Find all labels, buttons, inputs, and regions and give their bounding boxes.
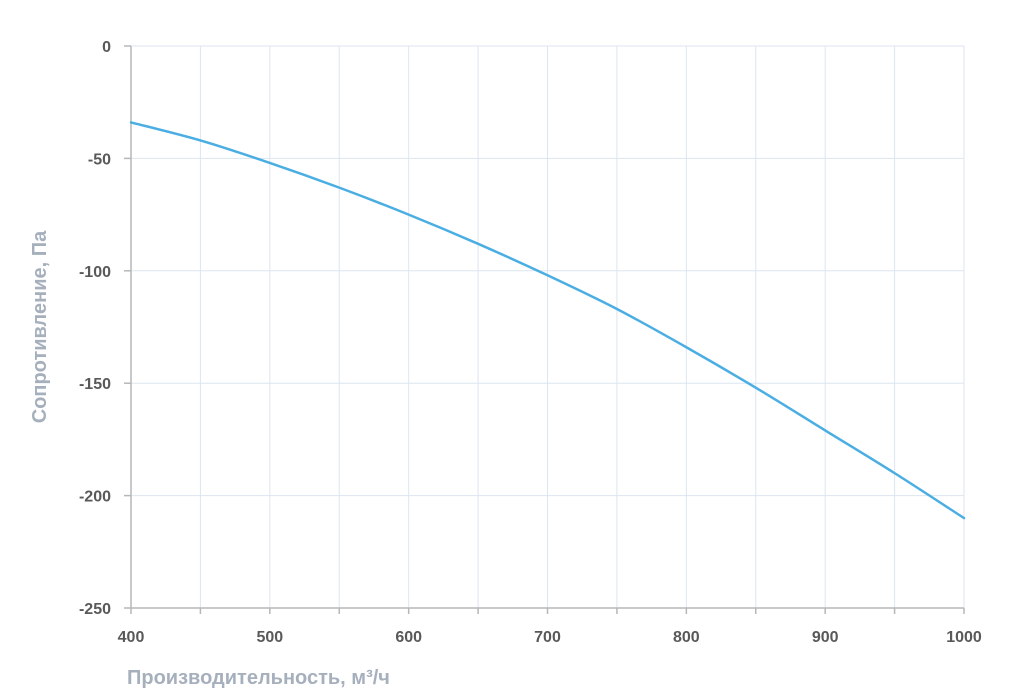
grid [131, 45, 965, 608]
x-tick-label: 500 [256, 629, 283, 646]
y-tick-label: -250 [79, 601, 111, 618]
x-axis-title: Производительность, м³/ч [127, 667, 390, 689]
x-tick-label: 1000 [946, 629, 982, 646]
y-tick-label: -100 [79, 264, 111, 281]
x-tick-label: 400 [118, 629, 145, 646]
series-line [129, 121, 966, 520]
y-tick-label: -200 [79, 489, 111, 506]
tick-labels: 0 -50 -100 -150 -200 -250 400 500 600 700 800 900 10… [79, 39, 982, 646]
x-tick-label: 700 [534, 629, 561, 646]
y-axis-title: Сопротивление, Па [29, 230, 51, 423]
y-tick-label: 0 [102, 39, 111, 56]
y-tick-label: -50 [88, 151, 111, 168]
x-tick-label: 900 [812, 629, 839, 646]
series-layer [129, 121, 966, 520]
axes [124, 45, 965, 614]
x-tick-label: 800 [673, 629, 700, 646]
y-tick-label: -150 [79, 376, 111, 393]
x-tick-label: 600 [395, 629, 422, 646]
